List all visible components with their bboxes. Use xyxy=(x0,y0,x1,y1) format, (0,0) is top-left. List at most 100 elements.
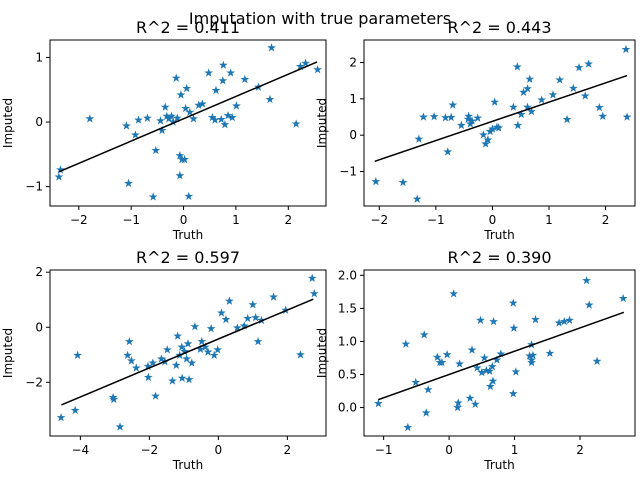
data-point-star xyxy=(85,114,95,123)
data-point-star xyxy=(467,116,477,125)
data-point-star xyxy=(527,106,536,116)
data-point-star xyxy=(313,65,322,74)
data-point-star xyxy=(175,171,185,180)
data-point-star xyxy=(485,366,495,375)
data-point-star xyxy=(488,124,497,133)
data-point-star xyxy=(584,59,593,68)
data-point-star xyxy=(148,192,158,201)
data-point-star xyxy=(127,356,136,365)
x-tick-label: −2 xyxy=(141,443,159,457)
data-point-star xyxy=(594,102,604,112)
data-point-star xyxy=(143,361,153,371)
data-point-star xyxy=(403,422,413,432)
data-point-star xyxy=(122,121,131,130)
data-point-star xyxy=(172,113,182,122)
data-point-star xyxy=(168,376,177,385)
data-point-star xyxy=(554,318,564,327)
data-point-star xyxy=(194,100,204,109)
data-point-star xyxy=(184,374,194,384)
data-point-star xyxy=(151,391,160,400)
data-point-star xyxy=(227,112,237,122)
subplot-4: R^2 = 0.390 −1 0 1 2 0.0 0.5 1.0 1.5 2.0 Truth Impu… xyxy=(315,248,636,472)
x-tick-label: 0 xyxy=(215,443,223,457)
data-point-star xyxy=(519,87,528,97)
y-axis-label: Imputed xyxy=(315,98,329,148)
data-point-star xyxy=(621,44,631,54)
data-point-star xyxy=(494,123,504,132)
data-point-star xyxy=(453,398,463,407)
y-tick-label: −1 xyxy=(25,180,43,194)
data-point-star xyxy=(182,83,192,93)
data-point-star xyxy=(123,350,132,360)
data-point-star xyxy=(412,194,422,203)
y-tick-label: 2.0 xyxy=(338,268,357,282)
data-point-star xyxy=(190,322,200,331)
data-point-star xyxy=(453,402,462,412)
data-point-star xyxy=(476,315,485,324)
data-point-star xyxy=(527,340,536,349)
y-tick-label: 0.5 xyxy=(338,367,357,381)
data-point-star xyxy=(508,298,518,307)
data-point-star xyxy=(216,114,226,124)
data-point-star xyxy=(527,357,536,367)
data-point-star xyxy=(545,348,555,358)
data-point-star xyxy=(124,336,134,346)
data-point-star xyxy=(401,339,411,348)
data-point-star xyxy=(182,354,191,363)
data-point-star xyxy=(470,399,480,408)
y-tick-label: 1 xyxy=(35,50,43,64)
data-point-star xyxy=(213,345,223,354)
data-point-star xyxy=(269,292,278,301)
data-point-star xyxy=(73,350,82,360)
subplot-3: R^2 = 0.597 −4 −2 0 2 −2 0 2 Truth Imputed xyxy=(1,248,327,472)
y-tick-label: 0.0 xyxy=(338,401,357,415)
data-point-star xyxy=(171,73,181,82)
data-point-star xyxy=(463,114,473,123)
x-tick-label: 2 xyxy=(602,213,610,227)
data-point-star xyxy=(309,289,319,298)
data-point-star xyxy=(513,120,523,130)
data-point-star xyxy=(537,95,547,104)
data-point-star xyxy=(115,422,125,431)
data-point-star xyxy=(467,345,477,354)
data-point-star xyxy=(441,113,450,122)
data-point-star xyxy=(490,97,500,106)
data-point-star xyxy=(253,336,263,346)
x-axis-label: Truth xyxy=(172,228,203,242)
data-point-star xyxy=(207,112,217,122)
data-point-star xyxy=(492,355,502,364)
data-point-star xyxy=(151,145,161,155)
data-point-star xyxy=(307,273,317,282)
y-tick-label: 0 xyxy=(349,128,357,142)
data-point-star xyxy=(473,113,483,122)
data-point-star xyxy=(180,346,189,356)
fit-line xyxy=(374,74,628,163)
data-point-star xyxy=(177,342,187,351)
data-point-star xyxy=(156,116,165,125)
data-point-star xyxy=(164,114,174,123)
data-point-star xyxy=(162,345,172,354)
data-point-star xyxy=(582,275,591,285)
data-point-star xyxy=(580,91,590,100)
data-point-star xyxy=(177,373,187,382)
data-point-star xyxy=(189,114,198,123)
x-tick-label: 2 xyxy=(284,443,292,457)
data-point-star xyxy=(243,313,253,323)
x-tick-label: 1 xyxy=(511,443,519,457)
data-points xyxy=(54,43,322,201)
data-point-star xyxy=(464,111,474,120)
data-point-star xyxy=(446,112,456,122)
data-point-star xyxy=(225,296,234,305)
data-point-star xyxy=(374,398,383,408)
data-point-star xyxy=(442,350,452,359)
data-point-star xyxy=(209,350,219,360)
data-point-star xyxy=(239,321,249,330)
data-point-star xyxy=(251,313,260,322)
y-axis-label: Imputed xyxy=(315,328,329,378)
data-point-star xyxy=(198,99,207,108)
data-point-star xyxy=(562,114,572,124)
data-point-star xyxy=(221,314,231,324)
data-point-star xyxy=(509,323,519,332)
data-point-star xyxy=(240,74,250,84)
data-point-star xyxy=(371,177,381,186)
